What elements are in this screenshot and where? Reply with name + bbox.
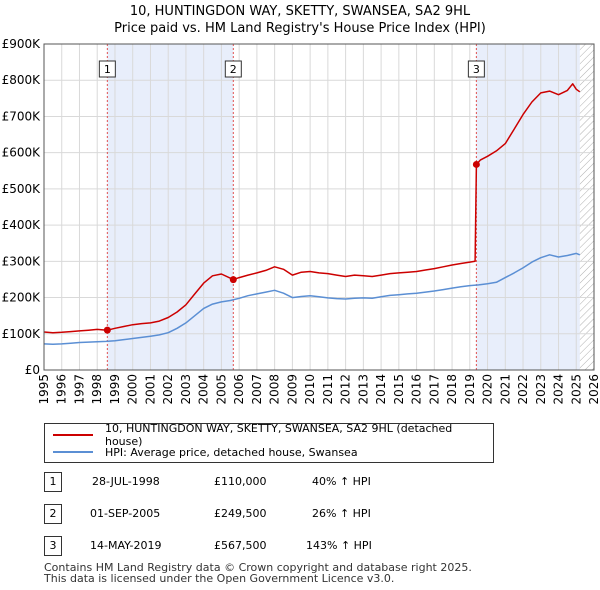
- legend-label-hpi: HPI: Average price, detached house, Swan…: [105, 445, 358, 459]
- y-tick-label: £200K: [2, 291, 42, 305]
- sale-point: [229, 276, 237, 284]
- sale-hpi-diff: 40% ↑ HPI: [312, 475, 371, 488]
- x-tick-label: 2017: [427, 374, 441, 405]
- shaded-ownership-span: [107, 44, 234, 370]
- x-tick-label: 2007: [250, 374, 264, 405]
- x-tick-label: 2012: [339, 374, 353, 405]
- sale-row: 3 14-MAY-2019 £567,500 143% ↑ HPI: [44, 536, 444, 556]
- x-tick-label: 2016: [410, 374, 424, 405]
- hpi-line: [43, 252, 581, 346]
- sale-marker-label: 1: [104, 63, 111, 76]
- legend-item-property: 10, HUNTINGDON WAY, SKETTY, SWANSEA, SA2…: [53, 422, 493, 448]
- x-tick-label: 2015: [392, 374, 406, 405]
- footer-license: This data is licensed under the Open Gov…: [44, 572, 395, 585]
- x-tick-label: 2011: [321, 374, 335, 405]
- sale-row: 2 01-SEP-2005 £249,500 26% ↑ HPI: [44, 504, 444, 524]
- y-tick-label: £700K: [2, 109, 42, 123]
- sale-date: 01-SEP-2005: [90, 507, 161, 520]
- sale-number-badge: 1: [44, 472, 62, 492]
- y-tick-label: £0: [25, 363, 40, 377]
- sale-price: £249,500: [214, 507, 267, 520]
- y-tick-label: £300K: [2, 254, 42, 268]
- x-tick-label: 1998: [90, 374, 104, 405]
- sale-marker-box: [467, 60, 485, 78]
- x-tick-label: 2008: [268, 374, 282, 405]
- chart-subtitle: Price paid vs. HM Land Registry's House …: [114, 21, 486, 36]
- x-tick-label: 2014: [374, 374, 388, 405]
- sale-price: £567,500: [214, 539, 267, 552]
- x-tick-label: 2003: [179, 374, 193, 405]
- x-tick-label: 2026: [587, 374, 600, 405]
- sale-marker-box: [98, 60, 116, 78]
- x-tick-label: 2001: [143, 374, 157, 405]
- x-tick-label: 2005: [214, 374, 228, 405]
- chart-legend: 10, HUNTINGDON WAY, SKETTY, SWANSEA, SA2…: [44, 422, 494, 463]
- legend-item-hpi: HPI: Average price, detached house, Swan…: [53, 444, 358, 460]
- x-tick-label: 2002: [161, 374, 175, 405]
- sale-date: 28-JUL-1998: [92, 475, 160, 488]
- sale-hpi-diff: 143% ↑ HPI: [306, 539, 372, 552]
- sale-marker-label: 2: [230, 63, 237, 76]
- y-tick-label: £100K: [2, 327, 42, 341]
- sale-date: 14-MAY-2019: [90, 539, 162, 552]
- x-tick-label: 2009: [285, 374, 299, 405]
- x-tick-label: 2000: [126, 374, 140, 405]
- x-tick-label: 2020: [481, 374, 495, 405]
- sale-marker-label: 3: [473, 63, 480, 76]
- x-tick-label: 1997: [72, 374, 86, 405]
- sale-price: £110,000: [214, 475, 267, 488]
- y-tick-label: £900K: [2, 37, 42, 51]
- shaded-ownership-span: [476, 44, 580, 370]
- sale-number-badge: 2: [44, 504, 62, 524]
- plot-frame: [43, 43, 595, 371]
- y-tick-label: £600K: [2, 146, 42, 160]
- sale-marker-box: [224, 60, 242, 78]
- x-tick-label: 2013: [356, 374, 370, 405]
- x-tick-label: 1996: [55, 374, 69, 405]
- x-tick-label: 1999: [108, 374, 122, 405]
- x-tick-label: 2018: [445, 374, 459, 405]
- sale-point: [472, 160, 480, 168]
- x-tick-label: 2004: [197, 374, 211, 405]
- property-price-line: [43, 83, 581, 334]
- x-tick-label: 2019: [463, 374, 477, 405]
- x-tick-label: 2024: [552, 374, 566, 405]
- legend-swatch-hpi: [53, 451, 93, 453]
- y-tick-label: £800K: [2, 73, 42, 87]
- x-tick-label: 2025: [569, 374, 583, 405]
- price-chart: 1 2 3 £0 £100K £200K £300K £400K £500K £600K £700…: [2, 37, 600, 405]
- sale-hpi-diff: 26% ↑ HPI: [312, 507, 371, 520]
- x-tick-label: 2023: [534, 374, 548, 405]
- sale-number-badge: 3: [44, 536, 62, 556]
- x-tick-label: 2010: [303, 374, 317, 405]
- x-tick-label: 2006: [232, 374, 246, 405]
- chart-title-address: 10, HUNTINGDON WAY, SKETTY, SWANSEA, SA2…: [129, 4, 471, 19]
- legend-label-property: 10, HUNTINGDON WAY, SKETTY, SWANSEA, SA2…: [104, 422, 453, 448]
- sale-point: [103, 326, 111, 334]
- y-tick-label: £500K: [2, 182, 42, 196]
- y-tick-label: £400K: [2, 218, 42, 232]
- x-tick-label: 2022: [516, 374, 530, 405]
- forecast-hatch-area: [579, 44, 594, 370]
- footer-copyright: Contains HM Land Registry data © Crown c…: [44, 561, 472, 574]
- legend-swatch-property: [53, 434, 93, 436]
- x-tick-label: 2021: [498, 374, 512, 405]
- sale-row: 1 28-JUL-1998 £110,000 40% ↑ HPI: [44, 472, 444, 492]
- x-tick-label: 1995: [37, 374, 51, 405]
